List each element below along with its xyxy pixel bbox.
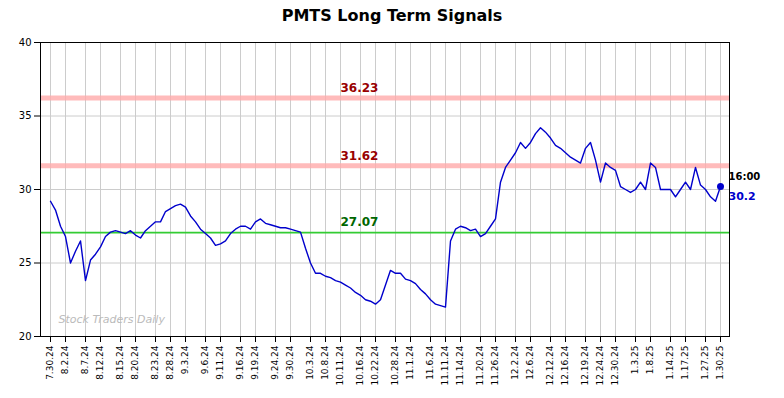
- svg-text:30: 30: [19, 184, 32, 195]
- svg-text:9.24.24: 9.24.24: [270, 345, 280, 380]
- svg-text:10.28.24: 10.28.24: [390, 345, 400, 385]
- svg-text:20: 20: [19, 331, 32, 342]
- html-text:PMTS Long Term Signals: PMTS Long Term Signals: [281, 6, 503, 25]
- svg-text:8.15.24: 8.15.24: [115, 345, 125, 380]
- svg-text:11.14.24: 11.14.24: [455, 345, 465, 385]
- svg-text:1.30.25: 1.30.25: [715, 346, 725, 380]
- svg-text:25: 25: [19, 257, 32, 268]
- svg-text:11.1.24: 11.1.24: [405, 345, 415, 380]
- svg-text:10.11.24: 10.11.24: [335, 345, 345, 385]
- svg-text:1.3.25: 1.3.25: [630, 346, 640, 375]
- svg-text:9.19.24: 9.19.24: [250, 345, 260, 380]
- svg-text:10.22.24: 10.22.24: [370, 345, 380, 385]
- svg-text:9.6.24: 9.6.24: [200, 345, 210, 374]
- svg-text:7.30.24: 7.30.24: [45, 345, 55, 380]
- svg-text:12.19.24: 12.19.24: [580, 345, 590, 385]
- svg-text:12.30.24: 12.30.24: [610, 345, 620, 385]
- svg-text:31.62: 31.62: [341, 149, 379, 163]
- svg-text:8.12.24: 8.12.24: [95, 345, 105, 380]
- svg-text:16:00: 16:00: [729, 171, 761, 182]
- svg-text:12.16.24: 12.16.24: [560, 345, 570, 385]
- svg-text:Stock Traders Daily: Stock Traders Daily: [59, 313, 166, 326]
- svg-text:27.07: 27.07: [341, 215, 379, 229]
- svg-text:9.30.24: 9.30.24: [285, 345, 295, 380]
- svg-text:30.2: 30.2: [729, 190, 756, 203]
- svg-text:1.14.25: 1.14.25: [665, 346, 675, 380]
- svg-text:36.23: 36.23: [341, 81, 379, 95]
- svg-text:40: 40: [19, 37, 32, 48]
- svg-text:1.27.25: 1.27.25: [700, 346, 710, 380]
- svg-text:8.23.24: 8.23.24: [150, 345, 160, 380]
- svg-text:12.6.24: 12.6.24: [525, 345, 535, 380]
- svg-text:11.20.24: 11.20.24: [475, 345, 485, 385]
- svg-text:9.11.24: 9.11.24: [215, 345, 225, 380]
- svg-text:8.7.24: 8.7.24: [80, 345, 90, 374]
- svg-text:10.3.24: 10.3.24: [305, 345, 315, 380]
- svg-text:1.8.25: 1.8.25: [645, 346, 655, 375]
- svg-text:10.8.24: 10.8.24: [320, 345, 330, 380]
- svg-text:9.16.24: 9.16.24: [235, 345, 245, 380]
- svg-text:12.2.24: 12.2.24: [510, 345, 520, 380]
- svg-text:8.2.24: 8.2.24: [60, 345, 70, 374]
- svg-text:11.26.24: 11.26.24: [490, 345, 500, 385]
- svg-text:11.6.24: 11.6.24: [425, 345, 435, 380]
- svg-text:8.28.24: 8.28.24: [165, 345, 175, 380]
- svg-text:8.20.24: 8.20.24: [130, 345, 140, 380]
- svg-text:11.11.24: 11.11.24: [440, 345, 450, 385]
- svg-text:12.24.24: 12.24.24: [595, 345, 605, 385]
- svg-text:35: 35: [19, 110, 32, 121]
- svg-text:9.3.24: 9.3.24: [180, 345, 190, 374]
- svg-text:12.12.24: 12.12.24: [545, 345, 555, 385]
- svg-text:10.16.24: 10.16.24: [355, 345, 365, 385]
- svg-text:1.17.25: 1.17.25: [680, 346, 690, 380]
